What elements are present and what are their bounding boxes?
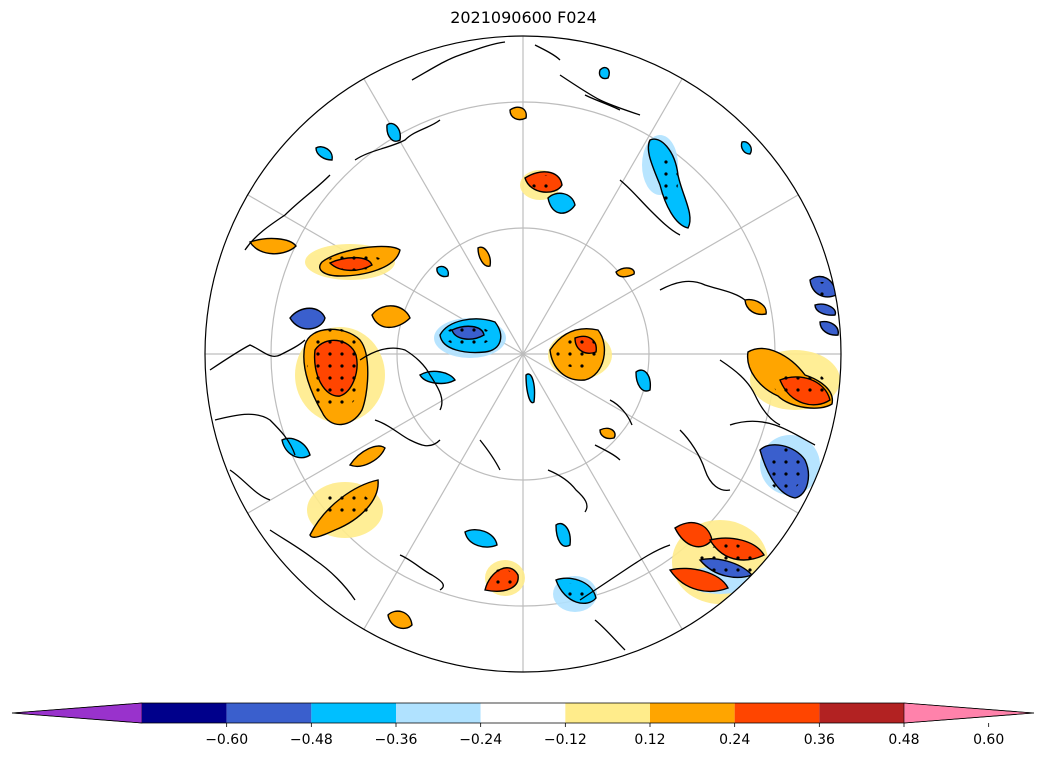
colorbar-segment [734,703,820,723]
map-title: 2021090600 F024 [450,8,597,27]
colorbar-extend-high [903,702,1035,724]
colorbar-segment [396,703,481,723]
colorbar-tick-label: −0.12 [544,732,587,748]
colorbar-tick-label: 0.12 [634,732,665,748]
colorbar-tick-label: −0.48 [290,732,333,748]
colorbar-tick-label: 0.36 [804,732,835,748]
colorbar-tick-label: 0.60 [973,732,1004,748]
colorbar-segment [226,703,312,723]
colorbar-tick-label: 0.48 [888,732,919,748]
colorbar-tick-label: 0.24 [719,732,750,748]
colorbar: −0.60 −0.48 −0.36 −0.24 −0.12 0.12 0.24 0.36 0.4… [11,702,1035,748]
colorbar-segment [565,703,650,723]
colorbar-tick-label: −0.36 [375,732,418,748]
colorbar-segment [650,703,735,723]
colorbar-tick-label: −0.24 [459,732,502,748]
colorbar-segment [142,703,227,723]
meridian [363,78,683,630]
colorbar-segment [480,703,566,723]
colorbar-frame [11,702,1035,724]
colorbar-extend-low [11,702,143,724]
colorbar-segment [819,703,904,723]
colorbar-tick-label: −0.60 [205,732,248,748]
colorbar-segment [311,703,396,723]
coastlines [209,41,816,651]
significance-stippling [307,152,833,601]
map-boundary [204,35,842,673]
